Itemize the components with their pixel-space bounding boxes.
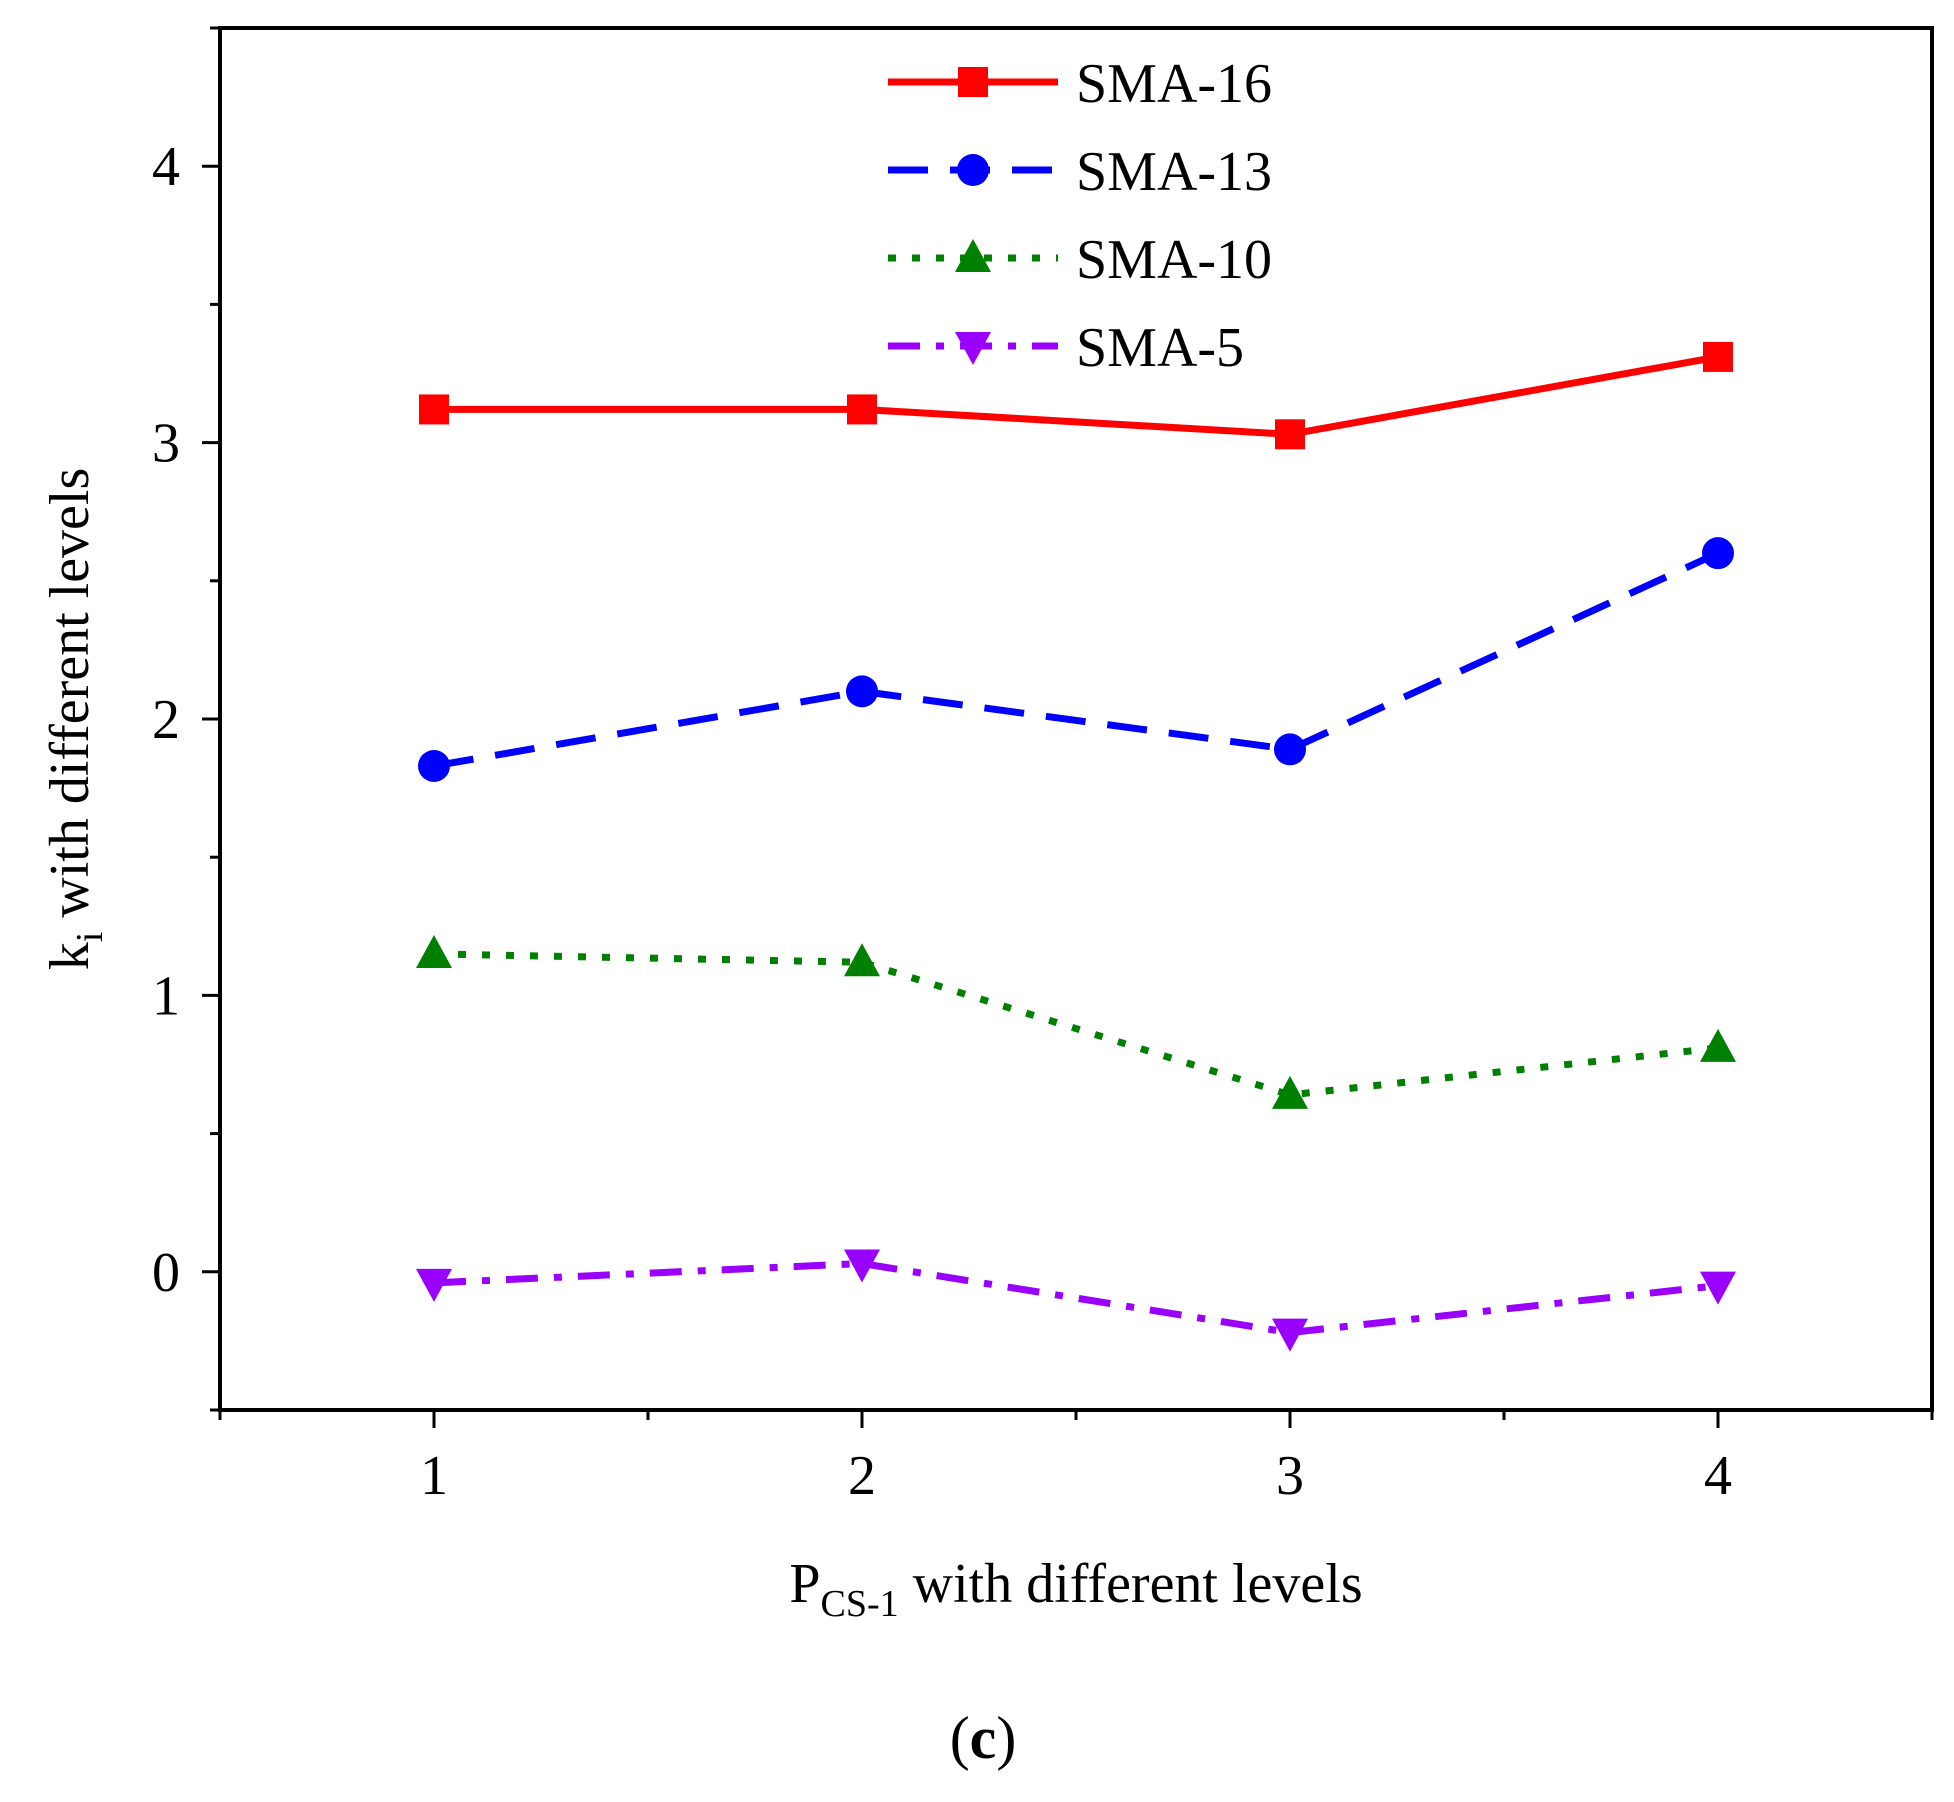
x-tick-label: 1 bbox=[420, 1445, 448, 1507]
y-tick-label: 3 bbox=[152, 413, 180, 475]
series-sma-10 bbox=[416, 934, 1736, 1109]
series-line bbox=[434, 353, 1719, 438]
legend-label: SMA-13 bbox=[1076, 141, 1272, 203]
legend-item: SMA-16 bbox=[888, 53, 1272, 115]
data-point bbox=[1702, 537, 1734, 570]
data-point bbox=[416, 1268, 452, 1302]
legend-item: SMA-13 bbox=[888, 141, 1272, 203]
panel-label-close: ) bbox=[996, 1705, 1016, 1771]
y-axis: 0 1 2 3 4 bbox=[152, 26, 220, 1412]
series-line bbox=[433, 1260, 1719, 1337]
x-tick-label: 4 bbox=[1704, 1445, 1732, 1507]
x-axis: 1 2 3 4 bbox=[218, 1410, 1934, 1507]
series-sma-16 bbox=[419, 341, 1733, 450]
legend-label: SMA-10 bbox=[1076, 229, 1272, 291]
legend-marker bbox=[955, 332, 991, 365]
series-layer bbox=[416, 341, 1736, 1352]
data-point bbox=[1700, 1028, 1736, 1062]
y-axis-title-rest: with different levels bbox=[39, 468, 101, 932]
series-sma-5 bbox=[416, 1249, 1736, 1352]
data-point bbox=[418, 749, 450, 782]
y-tick-label: 0 bbox=[152, 1242, 180, 1304]
series-line bbox=[433, 549, 1720, 770]
x-axis-title: PCS-1 with different levels bbox=[789, 1553, 1362, 1625]
y-axis-title-subscript: i bbox=[69, 932, 111, 943]
data-point bbox=[1274, 733, 1306, 766]
y-axis-title-main: k bbox=[39, 942, 101, 970]
data-point bbox=[844, 1249, 880, 1283]
data-point bbox=[1275, 419, 1305, 450]
legend-item: SMA-5 bbox=[888, 317, 1244, 379]
data-point bbox=[1272, 1318, 1308, 1352]
legend-label: SMA-5 bbox=[1076, 317, 1244, 379]
series-sma-13 bbox=[418, 537, 1734, 782]
data-point bbox=[847, 394, 877, 425]
legend-marker bbox=[955, 239, 991, 272]
data-point bbox=[416, 934, 452, 968]
y-tick-label: 4 bbox=[152, 136, 180, 198]
legend-marker bbox=[958, 67, 988, 97]
y-axis-title: ki with different levels bbox=[39, 468, 111, 971]
x-tick-label: 3 bbox=[1276, 1445, 1304, 1507]
y-tick-label: 2 bbox=[152, 689, 180, 751]
x-axis-title-rest: with different levels bbox=[899, 1553, 1363, 1615]
panel-label: (c) bbox=[950, 1705, 1017, 1771]
x-axis-title-subscript: CS-1 bbox=[821, 1583, 899, 1625]
x-axis-title-main: P bbox=[789, 1553, 820, 1615]
data-point bbox=[419, 394, 449, 425]
data-point bbox=[1272, 1075, 1308, 1109]
legend-label: SMA-16 bbox=[1076, 53, 1272, 115]
series-line bbox=[433, 950, 1719, 1099]
data-point bbox=[1703, 341, 1733, 372]
legend-item: SMA-10 bbox=[888, 229, 1272, 291]
data-point bbox=[846, 675, 878, 708]
panel-label-letter: c bbox=[970, 1705, 997, 1771]
legend: SMA-16 SMA-13 SMA-10 SMA-5 bbox=[888, 53, 1272, 379]
panel-label-open: ( bbox=[950, 1705, 970, 1771]
x-tick-label: 2 bbox=[848, 1445, 876, 1507]
data-point bbox=[1700, 1271, 1736, 1305]
y-tick-label: 1 bbox=[152, 965, 180, 1027]
data-point bbox=[844, 943, 880, 977]
legend-marker bbox=[957, 154, 989, 186]
